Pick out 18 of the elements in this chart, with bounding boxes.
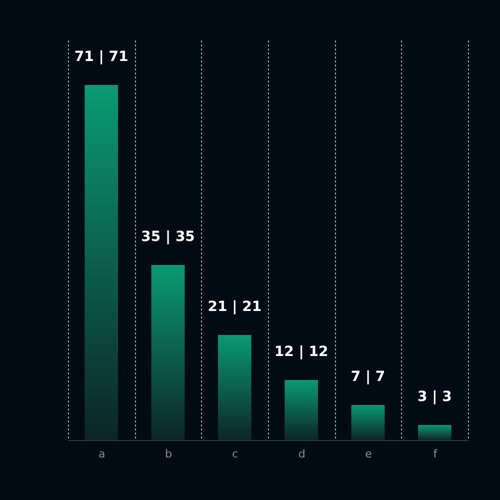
bar bbox=[218, 335, 252, 440]
data-label: 21 | 21 bbox=[208, 299, 262, 315]
bar bbox=[84, 85, 118, 440]
x-tick-label: d bbox=[298, 448, 306, 460]
data-label: 35 | 35 bbox=[141, 229, 195, 245]
bar bbox=[284, 380, 318, 440]
x-tick-label: e bbox=[365, 448, 372, 460]
data-label: 7 | 7 bbox=[350, 369, 386, 385]
x-tick-label: a bbox=[98, 448, 106, 460]
data-label: 3 | 3 bbox=[417, 389, 452, 405]
bar bbox=[151, 265, 185, 440]
data-label: 71 | 71 bbox=[74, 49, 128, 65]
x-tick-label: f bbox=[433, 448, 438, 460]
bar bbox=[418, 425, 452, 440]
x-tick-label: b bbox=[165, 448, 172, 460]
data-label: 12 | 12 bbox=[274, 344, 328, 360]
bar bbox=[351, 405, 385, 440]
x-tick-label: c bbox=[232, 448, 238, 460]
